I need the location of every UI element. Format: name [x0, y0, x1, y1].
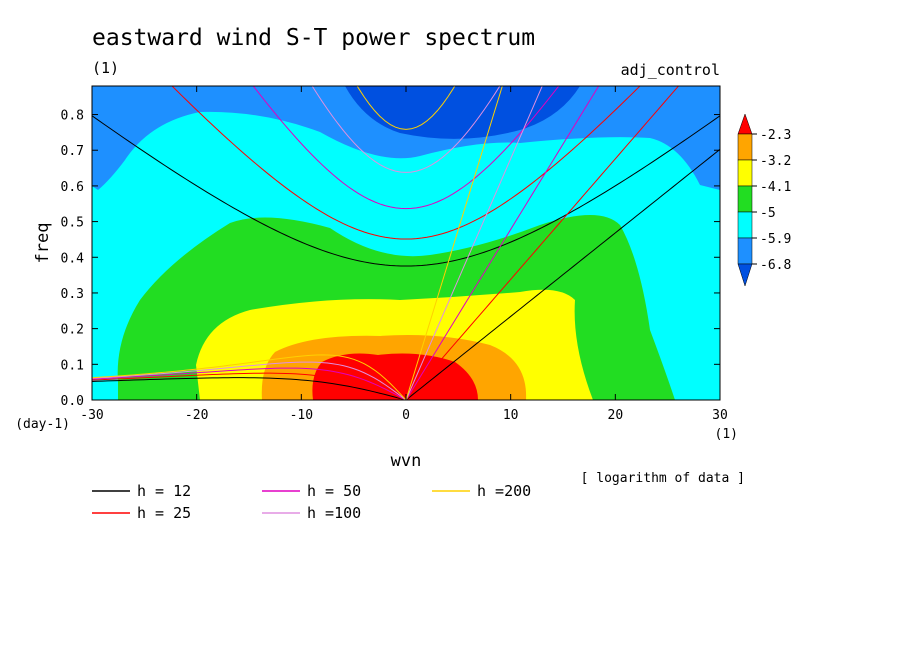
- y-axis-ticks: 0.0 0.1 0.2 0.3 0.4 0.5 0.6 0.7 0.8: [61, 109, 720, 409]
- dispersion-curve-rossby: [92, 354, 407, 400]
- colorbar-swatch: [737, 211, 753, 239]
- chart-subtitle-right: adj_control: [621, 61, 720, 79]
- contour-plot: [92, 86, 720, 400]
- y-tick-label: 0.8: [61, 109, 84, 124]
- colorbar-swatch: [737, 263, 753, 287]
- legend-label: h = 50: [307, 482, 361, 500]
- y-tick-label: 0.1: [61, 358, 84, 373]
- colorbar-swatch: [737, 113, 753, 135]
- y-tick-label: 0.3: [61, 287, 84, 302]
- colorbar-label: -6.8: [760, 258, 791, 273]
- legend-label: h =200: [477, 482, 531, 500]
- dispersion-curve-rossby: [92, 367, 407, 400]
- contour-fill-dark-blue: [345, 86, 580, 139]
- y-axis-label: freq: [33, 223, 53, 264]
- colorbar-swatch: [737, 159, 753, 187]
- x-axis-unit: (1): [715, 427, 738, 442]
- legend-label: h =100: [307, 504, 361, 522]
- y-tick-label: 0.2: [61, 323, 84, 338]
- y-axis-unit: (day-1): [15, 417, 70, 432]
- y-tick-label: 0.0: [61, 394, 84, 409]
- y-tick-label: 0.5: [61, 216, 84, 231]
- x-tick-label: 0: [402, 408, 410, 423]
- x-tick-label: 30: [712, 408, 728, 423]
- x-axis-label: wvn: [391, 451, 422, 471]
- dispersion-curve-ig: [252, 86, 560, 210]
- dispersion-curve-kelvin: [405, 86, 680, 400]
- dispersion-curve-rossby: [92, 377, 407, 400]
- dispersion-curve-kelvin: [405, 86, 503, 400]
- dispersion-curve-ig: [171, 86, 641, 240]
- dispersion-curve-kelvin: [405, 86, 600, 400]
- colorbar-label: -4.1: [760, 180, 791, 195]
- x-tick-label: 10: [503, 408, 519, 423]
- colorbar-label: -2.3: [760, 128, 791, 143]
- dispersion-curve-ig: [356, 86, 456, 130]
- dispersion-curve-ig: [311, 86, 501, 173]
- colorbar-swatch: [737, 185, 753, 213]
- dispersion-curve-rossby: [92, 361, 407, 400]
- x-tick-label: -20: [185, 408, 208, 423]
- legend-label: h = 25: [137, 504, 191, 522]
- x-tick-label: 20: [608, 408, 624, 423]
- contour-fill-mid-blue: [92, 86, 720, 190]
- dispersion-curve-ig: [92, 115, 720, 267]
- colorbar-label: -5.9: [760, 232, 791, 247]
- dispersion-curve-kelvin: [405, 86, 543, 400]
- y-tick-label: 0.6: [61, 180, 84, 195]
- colorbar-swatch: [737, 133, 753, 161]
- dispersion-curve-rossby: [92, 372, 407, 400]
- colorbar: -2.3 -3.2 -4.1 -5 -5.9 -6.8: [737, 113, 791, 287]
- legend: h = 12 h = 25 h = 50 h =100 h =200: [92, 482, 531, 522]
- chart-subtitle-left: (1): [92, 59, 119, 77]
- colorbar-swatch: [737, 237, 753, 265]
- y-tick-label: 0.4: [61, 251, 85, 266]
- legend-label: h = 12: [137, 482, 191, 500]
- data-note: [ logarithm of data ]: [581, 471, 745, 486]
- x-tick-label: -10: [290, 408, 313, 423]
- chart-title: eastward wind S-T power spectrum: [92, 25, 535, 51]
- dispersion-curve-kelvin: [405, 148, 720, 400]
- x-tick-label: -30: [80, 408, 103, 423]
- x-axis-ticks: -30 -20 -10 0 10 20 30: [80, 86, 728, 423]
- colorbar-label: -5: [760, 206, 776, 221]
- colorbar-label: -3.2: [760, 154, 791, 169]
- y-tick-label: 0.7: [61, 144, 84, 159]
- dispersion-curves: [92, 86, 720, 400]
